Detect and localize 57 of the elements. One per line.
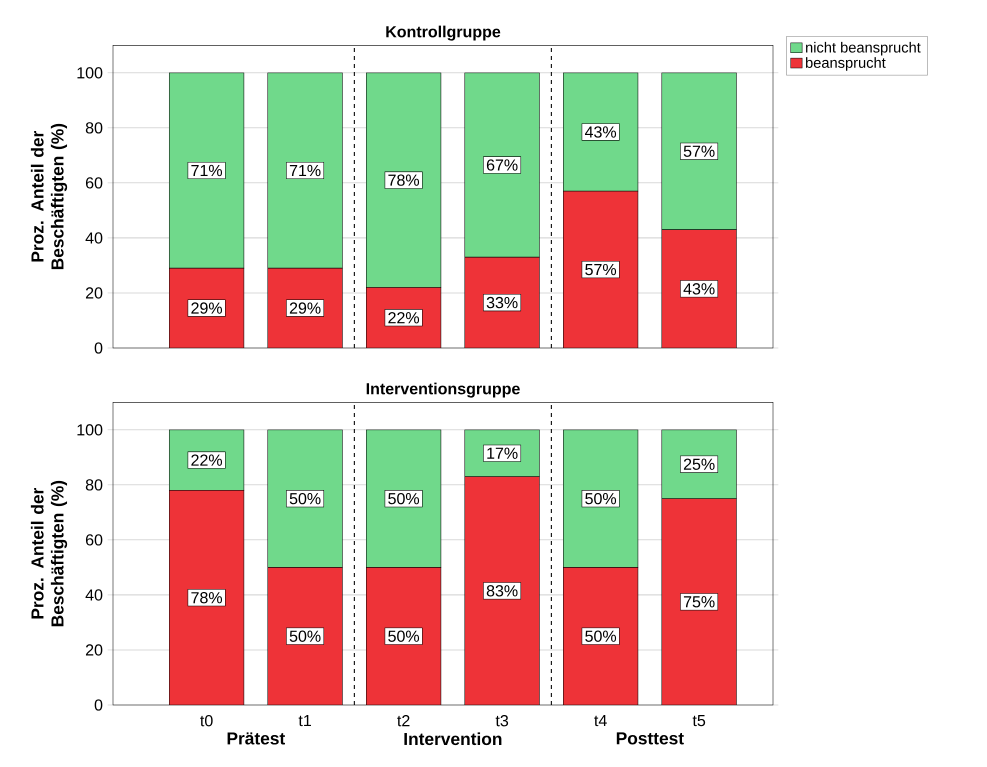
bar xyxy=(366,567,441,705)
data-label: 22% xyxy=(191,454,222,466)
y-tick-label: 0 xyxy=(94,699,102,711)
data-label: 25% xyxy=(684,458,715,470)
x-tick-label: t0 xyxy=(200,715,213,726)
data-label: 29% xyxy=(290,302,321,314)
y-tick-label: 40 xyxy=(86,232,102,244)
y-tick-label: 20 xyxy=(86,287,102,299)
y-tick-label: 100 xyxy=(77,424,102,436)
data-label: 29% xyxy=(191,302,222,314)
x-tick-label: t1 xyxy=(298,715,311,726)
bar xyxy=(464,476,540,705)
x-tick-label: t4 xyxy=(594,715,607,726)
legend-label: beansprucht xyxy=(806,57,886,71)
data-label: 33% xyxy=(486,296,518,308)
x-tick-label: t3 xyxy=(496,715,508,726)
data-label: 57% xyxy=(585,264,616,276)
bar xyxy=(268,567,342,705)
data-label: 22% xyxy=(388,312,420,324)
text: Prätest xyxy=(228,732,286,745)
chart-title: Kontrollgruppe xyxy=(386,26,500,41)
y-tick-label: 60 xyxy=(86,177,102,189)
bar xyxy=(662,498,737,705)
data-label: 75% xyxy=(684,596,715,608)
data-label: 83% xyxy=(486,585,518,596)
data-label: 50% xyxy=(585,630,616,642)
bar xyxy=(563,567,638,705)
y-axis-title: Proz. Anteil der Beschäftigten (%) xyxy=(30,480,68,626)
data-label: 43% xyxy=(683,283,715,294)
data-label: 50% xyxy=(585,492,616,504)
data-label: 71% xyxy=(290,164,321,176)
y-tick-label: 80 xyxy=(86,122,102,134)
data-label: 17% xyxy=(487,448,518,459)
data-label: 71% xyxy=(191,164,222,176)
y-tick-label: 100 xyxy=(77,67,102,78)
data-label: 50% xyxy=(290,630,321,642)
data-label: 50% xyxy=(388,492,420,504)
legend-label: nicht beansprucht xyxy=(806,42,921,56)
x-tick-label: t2 xyxy=(397,715,410,726)
y-tick-label: 60 xyxy=(86,534,102,546)
data-label: 50% xyxy=(388,630,420,642)
data-label: 50% xyxy=(290,492,321,504)
bar xyxy=(169,490,244,705)
data-label: 78% xyxy=(388,174,420,186)
data-label: 57% xyxy=(684,146,715,157)
chart-title: Interventionsgruppe xyxy=(366,382,520,398)
y-tick-label: 80 xyxy=(86,479,102,491)
y-axis-title: Proz. Anteil der Beschäftigten (%) xyxy=(30,124,68,270)
y-tick-label: 40 xyxy=(86,589,102,601)
text: Intervention xyxy=(404,732,502,746)
x-tick-label: t5 xyxy=(692,715,706,726)
data-label: 67% xyxy=(486,159,518,171)
y-tick-label: 0 xyxy=(94,342,102,354)
y-tick-label: 20 xyxy=(86,644,102,656)
data-label: 43% xyxy=(584,126,616,138)
text: Posttest xyxy=(616,732,684,744)
data-label: 78% xyxy=(191,592,222,604)
